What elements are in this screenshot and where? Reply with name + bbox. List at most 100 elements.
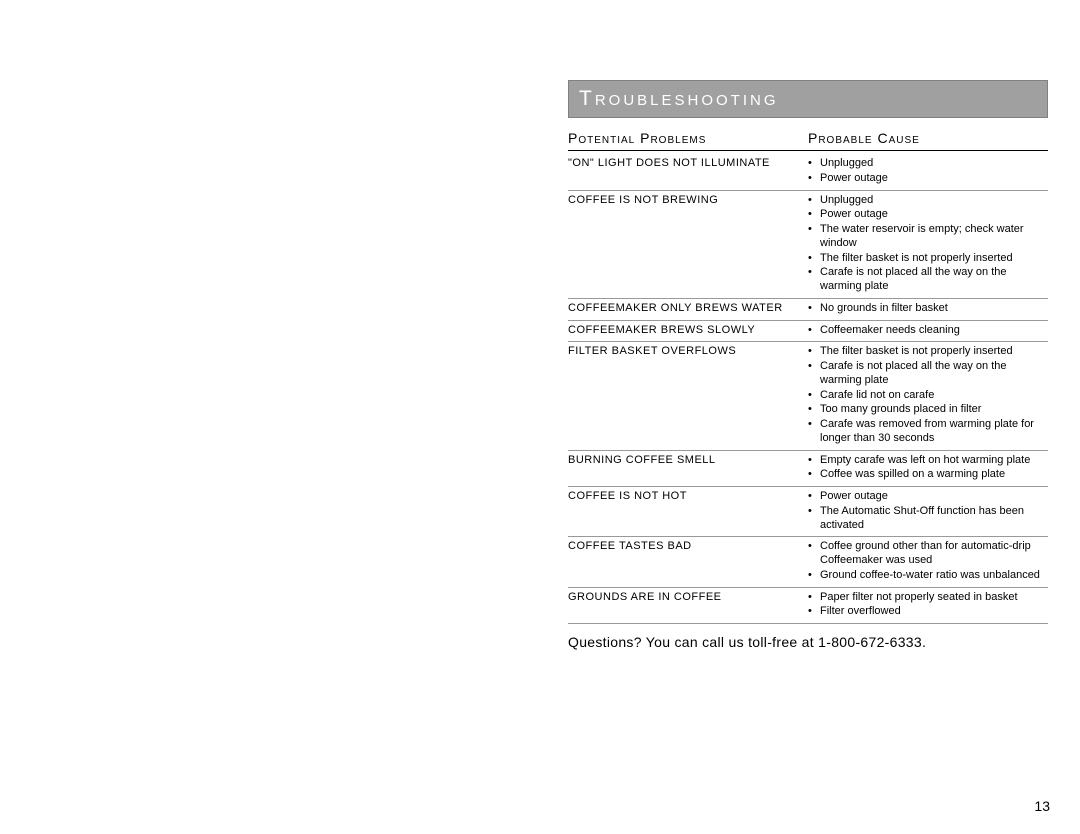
table-row: COFFEE IS NOT HOT•Power outage•The Autom…: [568, 487, 1048, 537]
causes-list: •Coffee ground other than for automatic-…: [808, 540, 1048, 583]
cause-item: •Ground coffee-to-water ratio was unbala…: [808, 569, 1048, 583]
cause-item: •No grounds in filter basket: [808, 302, 1048, 316]
cause-item: •Paper filter not properly seated in bas…: [808, 591, 1048, 605]
page-number: 13: [1034, 798, 1050, 814]
cause-item: •Coffeemaker needs cleaning: [808, 324, 1048, 338]
bullet-icon: •: [808, 157, 820, 171]
cause-text: Power outage: [820, 172, 1048, 186]
bullet-icon: •: [808, 540, 820, 568]
table-row: COFFEEMAKER ONLY BREWS WATER•No grounds …: [568, 299, 1048, 321]
cause-text: Carafe was removed from warming plate fo…: [820, 418, 1048, 446]
bullet-icon: •: [808, 266, 820, 294]
causes-list: •Empty carafe was left on hot warming pl…: [808, 454, 1048, 484]
cause-item: •Empty carafe was left on hot warming pl…: [808, 454, 1048, 468]
cause-item: •Carafe lid not on carafe: [808, 389, 1048, 403]
footer-contact: Questions? You can call us toll-free at …: [568, 634, 1048, 650]
bullet-icon: •: [808, 302, 820, 316]
table-row: GROUNDS ARE IN COFFEE•Paper filter not p…: [568, 588, 1048, 625]
bullet-icon: •: [808, 490, 820, 504]
table-row: FILTER BASKET OVERFLOWS•The filter baske…: [568, 342, 1048, 450]
table-row: "ON" LIGHT DOES NOT ILLUMINATE•Unplugged…: [568, 154, 1048, 191]
cause-item: •The Automatic Shut-Off function has bee…: [808, 505, 1048, 533]
title-banner: Troubleshooting: [568, 80, 1048, 118]
problem-label: "ON" LIGHT DOES NOT ILLUMINATE: [568, 157, 808, 169]
cause-text: Carafe is not placed all the way on the …: [820, 360, 1048, 388]
cause-item: •Too many grounds placed in filter: [808, 403, 1048, 417]
cause-item: •Carafe is not placed all the way on the…: [808, 360, 1048, 388]
cause-item: •Carafe was removed from warming plate f…: [808, 418, 1048, 446]
cause-item: •Coffee was spilled on a warming plate: [808, 468, 1048, 482]
cause-text: Empty carafe was left on hot warming pla…: [820, 454, 1048, 468]
bullet-icon: •: [808, 418, 820, 446]
bullet-icon: •: [808, 389, 820, 403]
causes-list: •Unplugged•Power outage: [808, 157, 1048, 187]
problem-label: COFFEE IS NOT BREWING: [568, 194, 808, 206]
causes-list: •The filter basket is not properly inser…: [808, 345, 1048, 446]
problem-label: GROUNDS ARE IN COFFEE: [568, 591, 808, 603]
causes-list: •Coffeemaker needs cleaning: [808, 324, 1048, 339]
bullet-icon: •: [808, 324, 820, 338]
bullet-icon: •: [808, 172, 820, 186]
bullet-icon: •: [808, 345, 820, 359]
document-page: Troubleshooting Potential Problems Proba…: [568, 80, 1048, 650]
cause-text: The Automatic Shut-Off function has been…: [820, 505, 1048, 533]
bullet-icon: •: [808, 194, 820, 208]
table-row: COFFEE TASTES BAD•Coffee ground other th…: [568, 537, 1048, 587]
cause-item: •Power outage: [808, 172, 1048, 186]
causes-list: •Paper filter not properly seated in bas…: [808, 591, 1048, 621]
cause-text: Filter overflowed: [820, 605, 1048, 619]
bullet-icon: •: [808, 252, 820, 266]
cause-text: Coffeemaker needs cleaning: [820, 324, 1048, 338]
cause-text: Carafe is not placed all the way on the …: [820, 266, 1048, 294]
bullet-icon: •: [808, 468, 820, 482]
troubleshooting-table: "ON" LIGHT DOES NOT ILLUMINATE•Unplugged…: [568, 154, 1048, 624]
cause-text: Ground coffee-to-water ratio was unbalan…: [820, 569, 1048, 583]
problem-label: FILTER BASKET OVERFLOWS: [568, 345, 808, 357]
bullet-icon: •: [808, 505, 820, 533]
causes-list: •No grounds in filter basket: [808, 302, 1048, 317]
cause-item: •Carafe is not placed all the way on the…: [808, 266, 1048, 294]
cause-text: Too many grounds placed in filter: [820, 403, 1048, 417]
problem-label: COFFEEMAKER BREWS SLOWLY: [568, 324, 808, 336]
table-row: COFFEE IS NOT BREWING•Unplugged•Power ou…: [568, 191, 1048, 299]
cause-item: •Unplugged: [808, 157, 1048, 171]
causes-list: •Unplugged•Power outage•The water reserv…: [808, 194, 1048, 295]
cause-item: •The water reservoir is empty; check wat…: [808, 223, 1048, 251]
bullet-icon: •: [808, 605, 820, 619]
cause-item: •The filter basket is not properly inser…: [808, 252, 1048, 266]
cause-text: Carafe lid not on carafe: [820, 389, 1048, 403]
cause-text: The filter basket is not properly insert…: [820, 252, 1048, 266]
cause-text: Power outage: [820, 490, 1048, 504]
cause-text: No grounds in filter basket: [820, 302, 1048, 316]
bullet-icon: •: [808, 591, 820, 605]
bullet-icon: •: [808, 360, 820, 388]
table-row: BURNING COFFEE SMELL•Empty carafe was le…: [568, 451, 1048, 488]
cause-text: Coffee ground other than for automatic-d…: [820, 540, 1048, 568]
column-headers: Potential Problems Probable Cause: [568, 126, 1048, 151]
page-title: Troubleshooting: [579, 87, 779, 110]
problem-label: COFFEE IS NOT HOT: [568, 490, 808, 502]
cause-item: •Unplugged: [808, 194, 1048, 208]
bullet-icon: •: [808, 223, 820, 251]
bullet-icon: •: [808, 454, 820, 468]
table-row: COFFEEMAKER BREWS SLOWLY•Coffeemaker nee…: [568, 321, 1048, 343]
cause-item: •Power outage: [808, 490, 1048, 504]
problem-label: COFFEE TASTES BAD: [568, 540, 808, 552]
problem-label: COFFEEMAKER ONLY BREWS WATER: [568, 302, 808, 314]
bullet-icon: •: [808, 569, 820, 583]
cause-text: Coffee was spilled on a warming plate: [820, 468, 1048, 482]
causes-list: •Power outage•The Automatic Shut-Off fun…: [808, 490, 1048, 533]
cause-text: Unplugged: [820, 194, 1048, 208]
cause-item: •Coffee ground other than for automatic-…: [808, 540, 1048, 568]
header-cause: Probable Cause: [808, 130, 920, 146]
cause-text: The water reservoir is empty; check wate…: [820, 223, 1048, 251]
problem-label: BURNING COFFEE SMELL: [568, 454, 808, 466]
cause-text: Unplugged: [820, 157, 1048, 171]
cause-text: Power outage: [820, 208, 1048, 222]
bullet-icon: •: [808, 403, 820, 417]
cause-item: •Filter overflowed: [808, 605, 1048, 619]
cause-item: •The filter basket is not properly inser…: [808, 345, 1048, 359]
cause-text: The filter basket is not properly insert…: [820, 345, 1048, 359]
cause-text: Paper filter not properly seated in bask…: [820, 591, 1048, 605]
bullet-icon: •: [808, 208, 820, 222]
